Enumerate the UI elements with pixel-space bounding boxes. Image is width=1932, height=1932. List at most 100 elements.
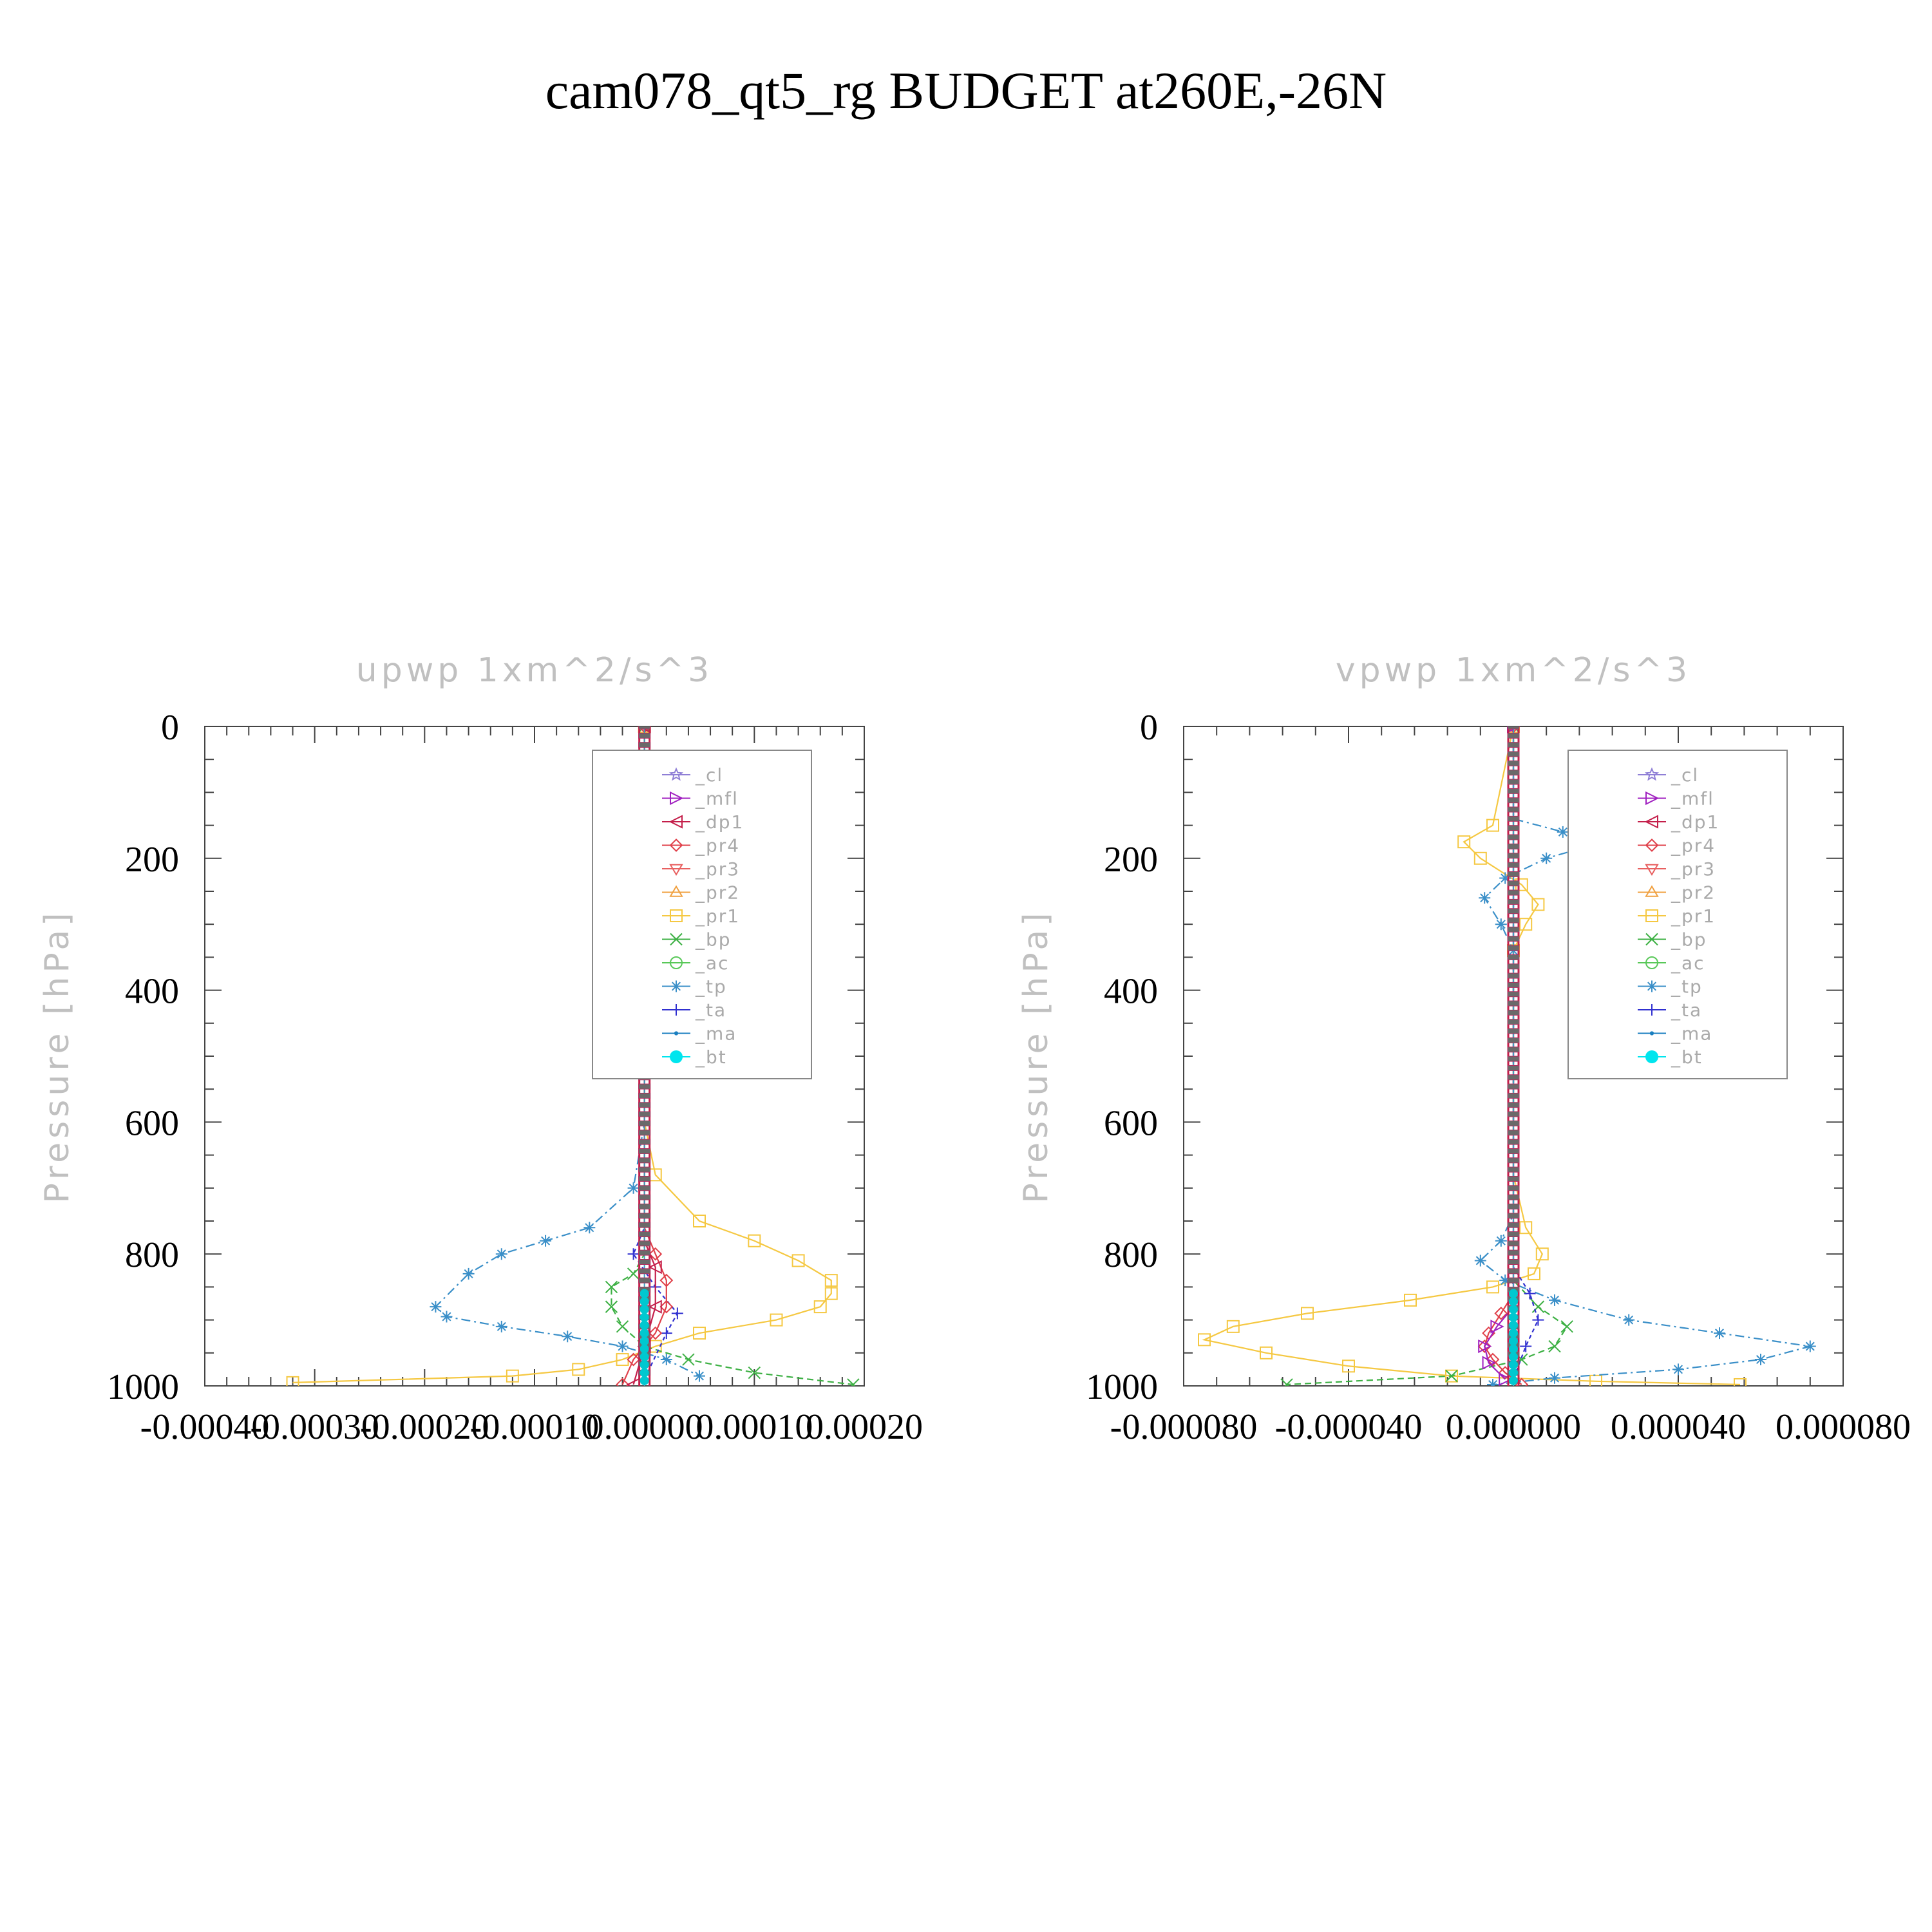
stacked-marker (1508, 770, 1519, 775)
stacked-marker (1507, 917, 1520, 923)
stacked-marker (1507, 751, 1520, 757)
legend-marker (1645, 909, 1658, 922)
legend-marker (1646, 980, 1658, 992)
bt-point (639, 1296, 649, 1306)
stacked-marker (1508, 807, 1519, 813)
legend-marker (1644, 815, 1658, 829)
stacked-marker (1507, 1231, 1520, 1237)
data-point (660, 1327, 672, 1340)
y-tick-label: 0 (161, 708, 179, 748)
stacked-marker (1507, 1203, 1520, 1209)
data-point (1528, 1267, 1540, 1280)
data-point (627, 1267, 640, 1280)
legend-label: _pr2 (695, 882, 740, 904)
x-tick-label: 0.000080 (1776, 1407, 1911, 1447)
stacked-marker (1507, 825, 1520, 831)
legend-item: _ta (662, 999, 725, 1021)
stacked-marker (1507, 1213, 1520, 1219)
legend-label: _ta (1671, 999, 1702, 1021)
stacked-marker (1508, 1167, 1519, 1173)
legend-item: _pr3 (662, 858, 739, 880)
stacked-marker (1507, 1120, 1520, 1126)
legend-marker (668, 815, 683, 829)
stacked-marker (1507, 1166, 1520, 1173)
data-point (1486, 1280, 1499, 1294)
data-point (1560, 1320, 1573, 1333)
stacked-marker (1507, 1046, 1520, 1053)
stacked-marker (1508, 733, 1519, 739)
legend: _cl_mfl_dp1_pr4_pr3_pr2_pr1_bp_ac_tp_ta_… (1567, 750, 1788, 1079)
data-point (1499, 872, 1511, 884)
stacked-marker (1508, 1240, 1519, 1246)
stacked-marker (1507, 1019, 1520, 1025)
data-point (616, 1378, 629, 1386)
stacked-marker (1508, 918, 1519, 923)
stacked-marker (1508, 1084, 1519, 1090)
stacked-marker (638, 1231, 651, 1237)
bt-point (1509, 1320, 1518, 1330)
data-point (1734, 1378, 1747, 1386)
legend-item: _cl (662, 764, 722, 786)
stacked-marker (1508, 1130, 1519, 1135)
stacked-marker (1507, 1111, 1520, 1117)
stacked-marker (1507, 788, 1520, 794)
stacked-marker (638, 1139, 650, 1145)
stacked-marker (1508, 945, 1519, 951)
legend-label: _pr4 (695, 835, 740, 857)
legend-marker (670, 791, 684, 806)
stacked-marker (1507, 843, 1520, 849)
x-tick-label: -0.000040 (1275, 1407, 1423, 1447)
x-tick-label: 0.00020 (806, 1407, 923, 1447)
stacked-marker (638, 1102, 651, 1108)
stacked-marker (1507, 1028, 1520, 1034)
stacked-marker (1507, 972, 1520, 979)
legend-item: _ma (1638, 1023, 1711, 1045)
stacked-marker (1507, 945, 1520, 951)
stacked-marker (638, 1259, 650, 1265)
data-point (430, 1301, 442, 1313)
data-point (627, 1352, 641, 1367)
legend-item: _dp1 (662, 811, 744, 833)
data-point (572, 1363, 585, 1376)
stacked-marker (1508, 1148, 1519, 1154)
stacked-marker (1507, 871, 1520, 877)
stacked-marker (638, 1277, 651, 1283)
stacked-marker (1507, 1037, 1520, 1043)
stacked-marker (638, 1121, 650, 1126)
legend-label: _pr4 (1671, 835, 1716, 857)
legend-item: _pr2 (1638, 882, 1714, 904)
legend-label: _dp1 (695, 811, 744, 833)
data-point (440, 1311, 453, 1323)
stacked-marker (1507, 862, 1520, 868)
data-point (847, 1378, 860, 1386)
stacked-marker (638, 1213, 650, 1218)
stacked-marker (638, 1203, 651, 1209)
bt-point (639, 1312, 649, 1322)
legend-label: _ac (1671, 952, 1705, 974)
plot-area (1198, 726, 1816, 1386)
stacked-marker (1508, 1268, 1519, 1274)
y-tick-label: 200 (125, 840, 179, 880)
bt-point (1509, 1376, 1518, 1385)
legend-item: _tp (1638, 976, 1701, 998)
data-point (770, 1313, 783, 1327)
x-tick-label: -0.00020 (360, 1407, 489, 1447)
stacked-marker (1508, 1001, 1519, 1007)
legend-item: _ac (1638, 952, 1705, 974)
stacked-marker (1507, 963, 1520, 970)
stacked-marker (1507, 726, 1520, 730)
legend-marker (670, 1004, 682, 1016)
data-point (1549, 1294, 1560, 1306)
legend-marker (670, 933, 683, 946)
data-point (1404, 1293, 1417, 1307)
stacked-marker (638, 1194, 651, 1200)
x-tick-label: 0.00000 (586, 1407, 703, 1447)
x-ticks: -0.000080 -0.000040 0.000000 0.000040 0.0000… (1110, 726, 1911, 1447)
bt-point (639, 1368, 649, 1378)
stacked-marker (1507, 779, 1520, 785)
stacked-marker (1508, 761, 1519, 766)
stacked-marker (1508, 1185, 1519, 1191)
stacked-marker (1507, 898, 1520, 905)
bt-point (1509, 1336, 1518, 1346)
stacked-marker (1507, 1268, 1520, 1274)
